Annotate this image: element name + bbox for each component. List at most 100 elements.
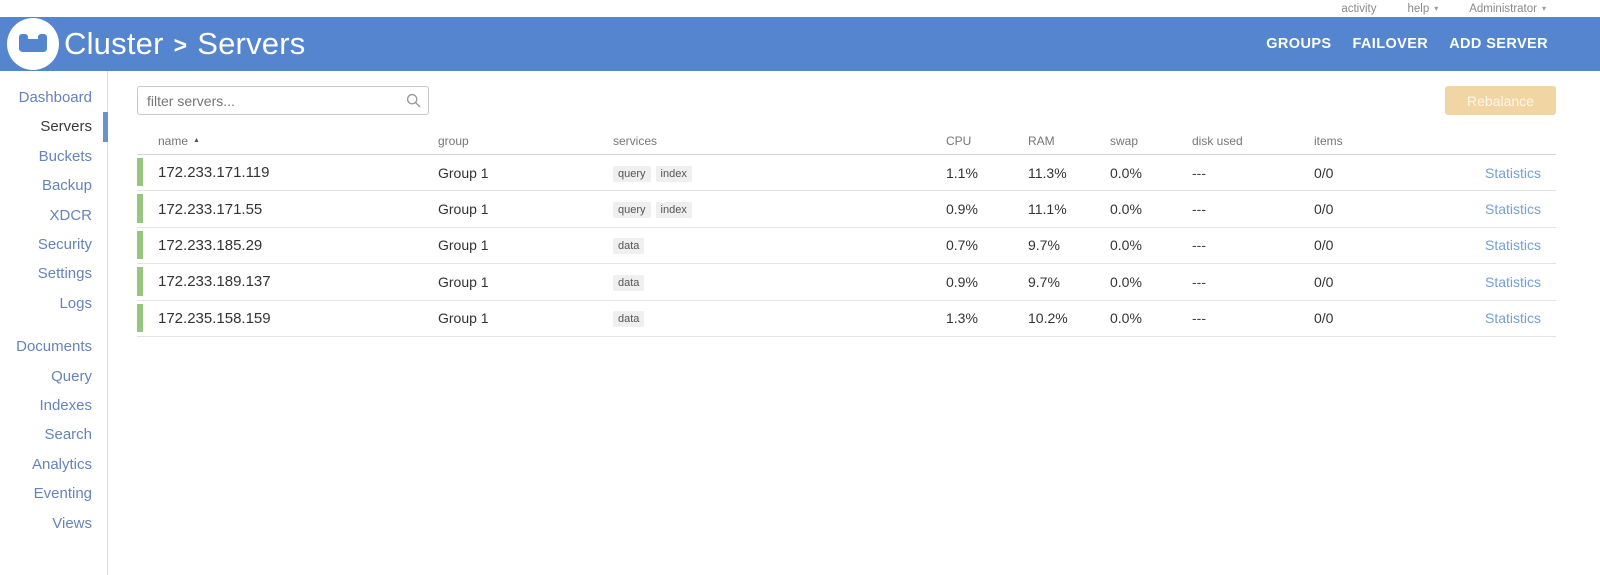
table-row[interactable]: 172.233.171.119 Group 1 query index 1.1% … [137,155,1556,192]
sidebar-item-servers[interactable]: Servers [0,112,107,141]
server-group: Group 1 [438,273,489,290]
column-header-group[interactable]: group [438,133,469,148]
statistics-link[interactable]: Statistics [1484,310,1541,327]
filter-servers-input[interactable] [137,86,429,115]
column-header-items[interactable]: items [1314,133,1343,148]
statistics-link[interactable]: Statistics [1484,237,1541,254]
add-server-button[interactable]: ADD SERVER [1449,36,1548,52]
sidebar-item-settings[interactable]: Settings [37,265,92,283]
server-cpu: 1.1% [946,164,978,181]
server-cpu: 0.9% [946,273,978,290]
column-header-swap[interactable]: swap [1110,133,1139,148]
column-header-disk-used[interactable]: disk used [1192,133,1243,148]
administrator-menu[interactable]: Administrator ▾ [1469,3,1546,15]
help-menu[interactable]: help ▾ [1407,3,1438,15]
sidebar-item-dashboard[interactable]: Dashboard [18,89,92,106]
column-header-ram[interactable]: RAM [1028,133,1055,148]
server-name: 172.235.158.159 [158,309,271,327]
server-services: query index [613,164,946,182]
server-swap: 0.0% [1110,201,1142,218]
service-badge: data [613,311,645,328]
server-items: 0/0 [1314,201,1334,218]
main-panel: Rebalance name ▲ group services CPU RAM … [108,71,1600,575]
server-ram: 10.2% [1028,310,1068,327]
server-items: 0/0 [1314,164,1334,181]
server-swap: 0.0% [1110,237,1142,254]
column-header-cpu[interactable]: CPU [946,133,972,148]
service-badge: data [613,238,645,255]
breadcrumb-cluster: Cluster [64,26,164,61]
caret-down-icon: ▾ [1541,3,1546,13]
help-label: help [1407,2,1430,15]
server-name: 172.233.171.119 [158,164,270,182]
server-disk-used: --- [1192,310,1206,327]
sidebar-item-backup[interactable]: Backup [41,177,92,195]
table-row[interactable]: 172.235.158.159 Group 1 data 1.3% 10.2% … [137,301,1556,337]
groups-button[interactable]: GROUPS [1266,36,1332,52]
statistics-link[interactable]: Statistics [1484,164,1541,181]
page-title: Servers [197,26,306,61]
app-header: Cluster > Servers GROUPS FAILOVER ADD SE… [0,17,1600,71]
sidebar-item-documents[interactable]: Documents [16,338,92,356]
sidebar-item-security[interactable]: Security [37,236,92,254]
sidebar-item-eventing[interactable]: Eventing [33,485,92,503]
sort-ascending-icon: ▲ [193,137,200,144]
server-services: data [613,273,946,291]
server-swap: 0.0% [1110,164,1142,181]
failover-button[interactable]: FAILOVER [1352,36,1429,52]
server-disk-used: --- [1192,237,1206,254]
sidebar-item-logs[interactable]: Logs [59,294,92,312]
administrator-label: Administrator [1469,2,1537,15]
breadcrumb-separator-icon: > [173,31,188,58]
statistics-link[interactable]: Statistics [1484,201,1541,218]
server-cpu: 0.7% [946,237,978,254]
server-name: 172.233.189.137 [158,273,271,291]
table-row[interactable]: 172.233.189.137 Group 1 data 0.9% 9.7% 0… [137,264,1556,301]
statistics-link[interactable]: Statistics [1484,273,1541,290]
sidebar-item-analytics[interactable]: Analytics [31,455,92,473]
status-indicator-healthy [137,230,143,260]
table-header-row: name ▲ group services CPU RAM swap disk … [137,127,1556,155]
topbar: activity help ▾ Administrator ▾ [0,0,1600,17]
sidebar-item-indexes[interactable]: Indexes [39,397,92,415]
server-name: 172.233.171.55 [158,200,263,218]
service-badge: data [613,274,645,291]
sidebar-item-query[interactable]: Query [51,367,92,385]
sidebar-item-xdcr[interactable]: XDCR [49,206,92,224]
server-cpu: 0.9% [946,201,978,218]
sidebar-group-gap [0,318,107,332]
server-disk-used: --- [1192,201,1206,218]
server-swap: 0.0% [1110,273,1142,290]
column-header-services[interactable]: services [613,133,658,148]
server-group: Group 1 [438,164,489,181]
filter-wrap [137,86,429,115]
server-group: Group 1 [438,201,489,218]
server-group: Group 1 [438,237,489,254]
status-indicator-healthy [137,158,143,187]
caret-down-icon: ▾ [1434,3,1439,13]
sidebar-item-views[interactable]: Views [52,514,92,532]
server-services: query index [613,200,946,219]
server-ram: 11.3% [1028,164,1067,181]
activity-link[interactable]: activity [1341,2,1377,15]
status-indicator-healthy [137,267,143,296]
server-ram: 11.1% [1028,201,1067,218]
server-cpu: 1.3% [946,310,978,327]
server-name: 172.233.185.29 [158,236,263,254]
search-icon [406,93,421,113]
sidebar-item-buckets[interactable]: Buckets [38,147,92,165]
sidebar-item-search[interactable]: Search [44,426,92,444]
column-header-name[interactable]: name ▲ [158,134,438,148]
servers-table: name ▲ group services CPU RAM swap disk … [137,127,1556,337]
header-actions: GROUPS FAILOVER ADD SERVER [1266,36,1548,52]
server-ram: 9.7% [1028,273,1060,290]
breadcrumb: Cluster > Servers [64,26,305,62]
table-row[interactable]: 172.233.171.55 Group 1 query index 0.9% 1… [137,191,1556,228]
server-disk-used: --- [1192,273,1206,290]
table-row[interactable]: 172.233.185.29 Group 1 data 0.7% 9.7% 0.… [137,228,1556,265]
server-group: Group 1 [438,310,489,327]
server-services: data [613,236,946,255]
servers-toolbar: Rebalance [137,86,1556,115]
server-items: 0/0 [1314,310,1334,327]
rebalance-button[interactable]: Rebalance [1445,86,1556,115]
